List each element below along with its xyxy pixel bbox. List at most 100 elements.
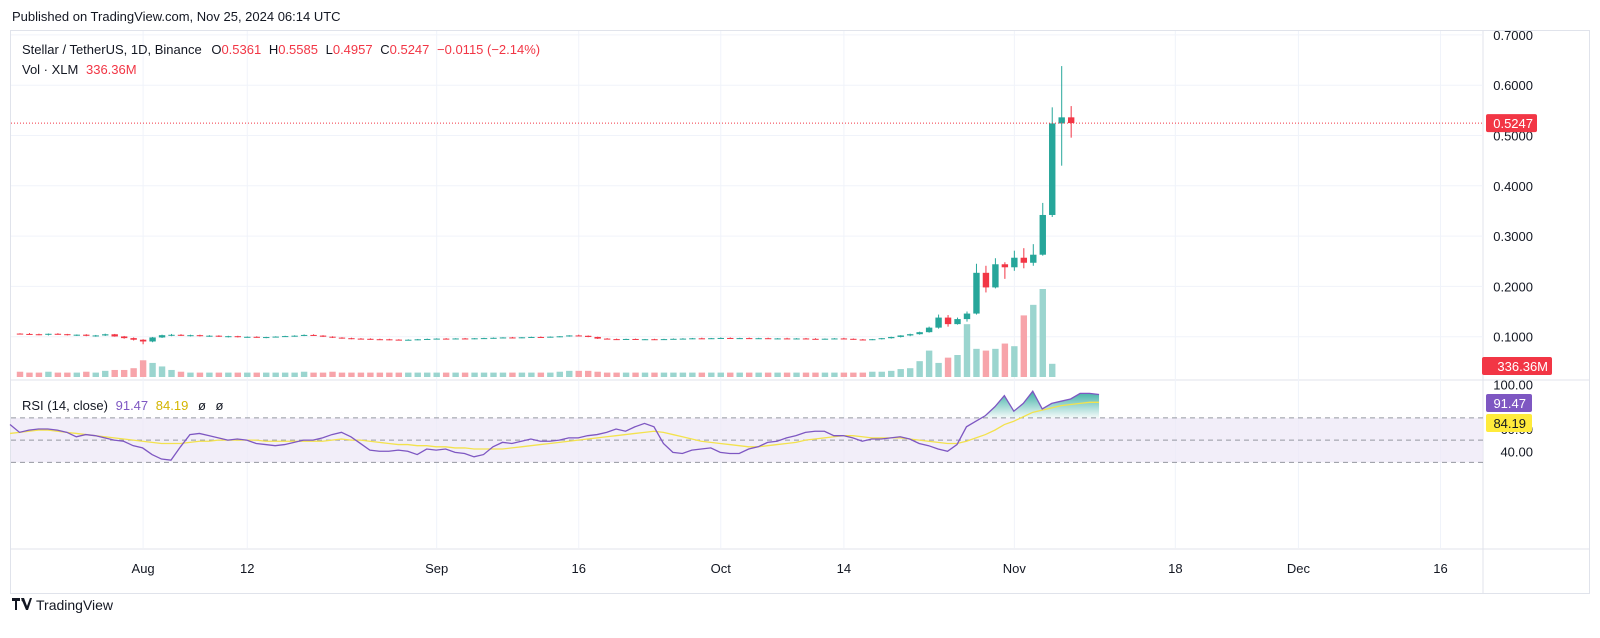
volume-bar (594, 371, 601, 377)
candle-body (878, 338, 885, 340)
candle-body (1020, 257, 1028, 263)
change-value: −0.0115 (−2.14%) (437, 42, 541, 57)
candle-body (16, 333, 24, 335)
last-price-badge (1486, 114, 1537, 133)
volume-bar (461, 372, 469, 377)
volume-bar (537, 372, 545, 377)
volume-bar (490, 372, 497, 377)
volume-bar (518, 372, 526, 377)
rsi-legend: RSI (14, close) 91.47 84.19 ø ø (22, 398, 223, 413)
candle-body (954, 319, 961, 325)
candle-body (869, 339, 876, 341)
candle-body (348, 338, 355, 340)
volume-bar (367, 372, 374, 377)
candle-body (149, 337, 156, 342)
volume-bar (509, 372, 516, 377)
x-tick-label: Nov (1003, 561, 1027, 576)
candle-body (196, 335, 204, 337)
candle-body (357, 338, 365, 340)
candle-body (537, 336, 545, 338)
volume-bar (158, 366, 166, 377)
candle-body (1001, 264, 1009, 268)
rsi-extra-1: ø (197, 398, 206, 413)
volume-bar (651, 372, 658, 377)
volume-bar (916, 361, 923, 377)
volume-bar (168, 369, 175, 377)
candle-body (471, 338, 478, 340)
volume-bar (670, 372, 677, 377)
volume-bar (187, 372, 194, 377)
candle-body (386, 339, 393, 341)
volume-bar (196, 372, 204, 377)
volume-bar (64, 372, 71, 377)
candle-body (660, 339, 668, 341)
candle-body (102, 334, 109, 336)
candle-body (736, 338, 743, 340)
rsi-ma-badge-label: 84.19 (1493, 416, 1526, 431)
volume-bar (632, 372, 639, 377)
volume-bar (925, 350, 933, 377)
chart-frame[interactable] (10, 30, 1590, 594)
symbol-label[interactable]: Stellar / TetherUS, 1D, Binance (22, 42, 202, 57)
volume-bar (452, 372, 459, 377)
tradingview-logo[interactable]: TradingView (12, 597, 113, 613)
volume-bar (840, 372, 848, 377)
candle-body (651, 339, 658, 341)
x-tick-label: 14 (837, 561, 851, 576)
volume-bar (963, 324, 971, 377)
candle-body (585, 335, 592, 337)
volume-bar (727, 372, 734, 377)
candle-body (925, 327, 933, 333)
volume-bar (300, 371, 308, 377)
candle-body (547, 336, 554, 338)
volume-bar (783, 372, 791, 377)
candle-body (906, 334, 914, 336)
volume-bar (338, 372, 346, 377)
volume-legend: Vol · XLM 336.36M (22, 62, 137, 77)
rsi-value: 91.47 (115, 398, 149, 413)
candle-body (888, 336, 895, 339)
candle-body (963, 313, 971, 320)
volume-bar (424, 372, 431, 377)
close-value: 0.5247 (389, 42, 430, 57)
candle-body (244, 336, 251, 338)
volume-bar (26, 372, 33, 377)
candle-body (253, 336, 260, 338)
candle-body (234, 336, 242, 338)
last-volume-label: 336.36M (1497, 359, 1548, 374)
x-tick-label: 16 (1433, 561, 1447, 576)
volume-bar (585, 370, 592, 377)
x-tick-label: Aug (132, 561, 155, 576)
candle-body (566, 335, 573, 337)
candle-body (130, 338, 137, 340)
candle-body (717, 337, 724, 339)
volume-bar (206, 372, 213, 377)
candle-body (215, 335, 223, 337)
high-value: 0.5585 (278, 42, 318, 57)
volume-bar (1039, 289, 1046, 377)
volume-bar (1020, 315, 1028, 377)
candle-body (367, 338, 374, 340)
volume-bar (120, 369, 128, 377)
volume-bar (566, 370, 573, 377)
candle-body (73, 334, 81, 336)
candle-body (414, 339, 421, 341)
rsi-ma-line (9, 401, 1100, 450)
low-label: L (325, 42, 333, 57)
volume-bar (348, 372, 355, 377)
candle-body (670, 338, 677, 340)
volume-bar (954, 355, 961, 377)
volume-bar (319, 372, 327, 377)
candle-body (83, 334, 90, 336)
rsi-label[interactable]: RSI (14, close) (22, 398, 108, 413)
candle-body (916, 332, 923, 335)
open-value: 0.5361 (221, 42, 262, 57)
candle-body (177, 334, 185, 336)
candle-body (442, 338, 450, 340)
candle-body (263, 337, 270, 339)
volume-bar (92, 372, 99, 377)
volume-bar (1011, 346, 1018, 377)
last-volume-badge (1482, 357, 1552, 375)
volume-label[interactable]: Vol · XLM (22, 62, 79, 77)
